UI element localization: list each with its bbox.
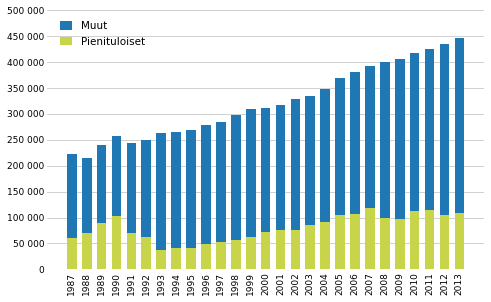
Bar bbox=[320, 222, 330, 269]
Bar bbox=[275, 105, 285, 230]
Bar bbox=[216, 122, 226, 242]
Bar bbox=[171, 132, 181, 248]
Bar bbox=[365, 208, 375, 269]
Bar bbox=[261, 232, 271, 269]
Bar bbox=[186, 248, 196, 269]
Bar bbox=[380, 62, 390, 217]
Bar bbox=[455, 38, 464, 214]
Bar bbox=[82, 158, 91, 233]
Bar bbox=[425, 49, 435, 210]
Bar bbox=[305, 96, 315, 225]
Bar bbox=[335, 215, 345, 269]
Bar bbox=[291, 99, 300, 230]
Bar bbox=[82, 233, 91, 269]
Bar bbox=[410, 211, 419, 269]
Bar bbox=[111, 216, 121, 269]
Bar bbox=[111, 136, 121, 216]
Bar bbox=[350, 214, 360, 269]
Bar bbox=[97, 145, 107, 223]
Bar bbox=[141, 237, 151, 269]
Bar bbox=[157, 250, 166, 269]
Bar bbox=[365, 66, 375, 208]
Bar bbox=[305, 225, 315, 269]
Bar bbox=[395, 219, 405, 269]
Bar bbox=[97, 223, 107, 269]
Bar bbox=[141, 140, 151, 237]
Bar bbox=[291, 230, 300, 269]
Bar bbox=[261, 108, 271, 232]
Bar bbox=[410, 53, 419, 211]
Legend: Muut, Pienituloiset: Muut, Pienituloiset bbox=[56, 18, 148, 50]
Bar bbox=[186, 130, 196, 248]
Bar bbox=[395, 59, 405, 219]
Bar bbox=[275, 230, 285, 269]
Bar bbox=[157, 133, 166, 250]
Bar bbox=[67, 238, 77, 269]
Bar bbox=[439, 215, 449, 269]
Bar bbox=[380, 217, 390, 269]
Bar bbox=[231, 240, 241, 269]
Bar bbox=[425, 210, 435, 269]
Bar bbox=[127, 143, 136, 233]
Bar bbox=[439, 44, 449, 215]
Bar bbox=[350, 72, 360, 214]
Bar bbox=[455, 214, 464, 269]
Bar bbox=[246, 237, 255, 269]
Bar bbox=[335, 78, 345, 215]
Bar bbox=[171, 248, 181, 269]
Bar bbox=[231, 115, 241, 240]
Bar bbox=[67, 154, 77, 238]
Bar bbox=[246, 109, 255, 237]
Bar bbox=[216, 242, 226, 269]
Bar bbox=[320, 89, 330, 222]
Bar bbox=[127, 233, 136, 269]
Bar bbox=[201, 244, 211, 269]
Bar bbox=[201, 125, 211, 244]
